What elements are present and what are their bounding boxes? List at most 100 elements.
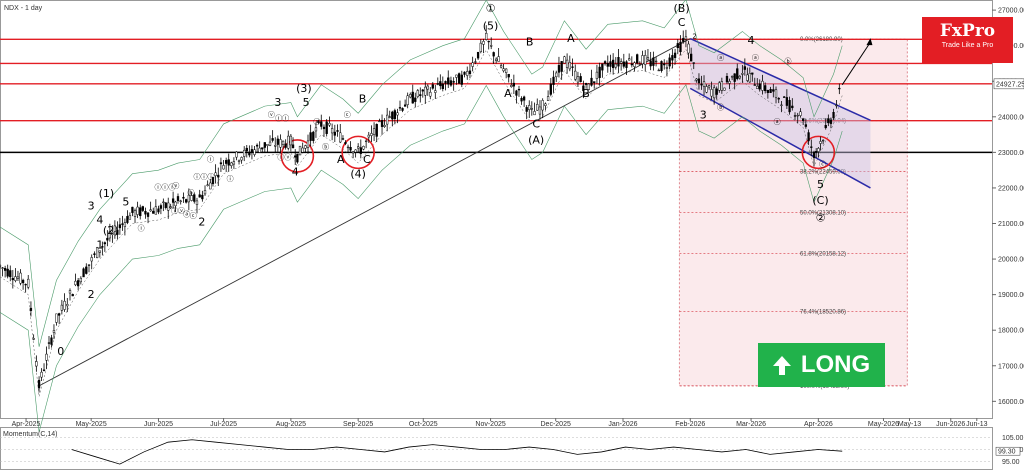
wave-label: ⓘ <box>138 225 145 233</box>
candle-body <box>769 89 772 93</box>
wave-label: (1) <box>99 187 115 200</box>
candle-body <box>136 206 139 215</box>
candle-body <box>174 201 177 207</box>
candle-body <box>713 87 716 99</box>
price-tick-label: 20000.00 <box>998 257 1024 264</box>
candle-body <box>93 253 96 255</box>
candle-body <box>827 118 830 124</box>
candle-body <box>370 133 373 136</box>
price-tick-label: 18000.00 <box>998 328 1024 335</box>
candle-body <box>593 81 596 83</box>
wave-label: 4 <box>96 214 103 227</box>
candle-body <box>320 121 323 127</box>
candle-body <box>328 122 331 126</box>
candle-body <box>0 265 2 267</box>
candle-body <box>741 73 744 75</box>
price-tick-label: 24000.00 <box>998 114 1024 121</box>
candle-body <box>753 84 756 86</box>
candle-body <box>636 54 639 64</box>
candle-body <box>193 194 196 202</box>
candle-body <box>344 142 347 144</box>
candle-body <box>565 59 569 68</box>
candle-body <box>441 83 444 89</box>
candle-body <box>536 104 539 111</box>
candle-body <box>574 70 577 80</box>
candle-body <box>90 257 93 262</box>
candle-body <box>317 121 320 123</box>
candle-body <box>281 140 285 145</box>
candle-body <box>333 131 336 136</box>
wave-label: 3 <box>88 199 95 212</box>
candle-body <box>630 63 633 66</box>
candle-body <box>312 131 315 141</box>
candle-body <box>434 90 437 93</box>
candle-body <box>502 68 505 72</box>
candle-body <box>219 162 223 165</box>
candle-body <box>424 86 427 96</box>
candle-body <box>346 146 350 149</box>
fib-level-label: 0.0%(26180.90) <box>800 37 843 43</box>
candle-body <box>133 210 137 217</box>
candle-body <box>482 41 485 45</box>
candle-body <box>533 111 536 116</box>
time-tick-label: May-13 <box>898 421 921 428</box>
candle-body <box>169 206 172 208</box>
candle-body <box>619 61 623 64</box>
candle-body <box>164 202 167 208</box>
candle-body <box>325 121 328 134</box>
candle-body <box>421 89 424 92</box>
wave-label: A <box>504 87 512 100</box>
candle-body <box>255 144 259 147</box>
candle-body <box>37 379 41 389</box>
candle-body <box>111 231 114 236</box>
candle-body <box>82 268 85 278</box>
candle-body <box>154 206 158 215</box>
candle-body <box>466 71 469 76</box>
candle-body <box>131 206 134 213</box>
candle-body <box>225 160 228 164</box>
candle-body <box>638 63 641 66</box>
candle-body <box>791 105 794 109</box>
candle-body <box>497 56 500 62</box>
wave-label: ⓐ <box>183 210 190 218</box>
candle-body <box>700 83 703 86</box>
candle-body <box>198 194 201 198</box>
time-tick-label: Jan-2026 <box>608 421 637 428</box>
time-tick-label: Oct-2025 <box>409 421 438 428</box>
wave-label: 3 <box>274 96 281 109</box>
candle-body <box>98 250 102 253</box>
candle-body <box>203 190 207 195</box>
candle-body <box>436 83 439 85</box>
candle-body <box>649 60 652 67</box>
wave-label: ⓘⓘⓘ <box>194 173 215 181</box>
candle-body <box>268 141 272 146</box>
wave-label: ⓘⓘ <box>275 114 289 122</box>
price-panel-frame <box>0 0 993 419</box>
candle-body <box>108 231 112 239</box>
candle-body <box>611 59 615 69</box>
last-price-label: 24927.25 <box>996 81 1024 88</box>
candle-body <box>595 71 599 79</box>
wave-label: ⓘⓥ <box>171 207 185 215</box>
candle-body <box>571 66 574 68</box>
candle-body <box>146 212 150 217</box>
candle-body <box>287 135 290 149</box>
candle-body <box>21 279 25 284</box>
candle-body <box>457 73 461 84</box>
wave-label: ⓐ <box>313 118 320 126</box>
candle-body <box>187 194 190 203</box>
candle-body <box>774 89 778 98</box>
candle-body <box>179 200 182 202</box>
candle-body <box>76 280 80 287</box>
momentum-tick-label: 95.00 <box>1002 459 1020 466</box>
candle-body <box>3 268 7 271</box>
candle-body <box>116 229 119 235</box>
time-tick-label: Jun-13 <box>966 421 988 428</box>
wave-label: ⓒ <box>190 212 197 220</box>
candle-body <box>45 353 48 361</box>
candle-body <box>715 88 718 95</box>
candle-body <box>761 80 764 91</box>
momentum-line <box>71 439 843 465</box>
candle-body <box>240 157 243 161</box>
candle-body <box>832 112 835 119</box>
